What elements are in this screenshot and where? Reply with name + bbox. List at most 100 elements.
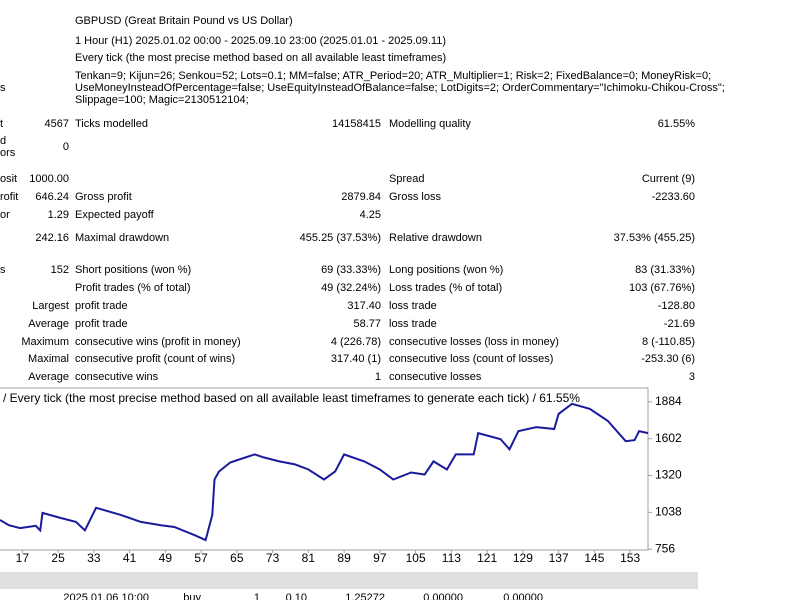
stat-value: 646.24: [35, 191, 69, 203]
stat-label: Modelling quality: [389, 118, 471, 130]
x-tick-label: 145: [584, 551, 604, 565]
x-tick-label: 73: [266, 551, 280, 565]
plot-area: [0, 387, 649, 551]
x-tick-label: 113: [442, 551, 461, 565]
stat-value: 242.16: [35, 232, 69, 244]
x-tick-label: 25: [51, 551, 65, 565]
table-cell: 0.00000: [503, 592, 543, 600]
stat-value: 152: [50, 264, 69, 276]
stat-label: loss trade: [389, 300, 437, 312]
stat-label: consecutive wins (profit in money): [75, 336, 241, 348]
stat-label: osit: [0, 173, 18, 185]
table-cell: 0.10: [285, 592, 307, 600]
stat-value: 1.29: [47, 209, 69, 221]
table-cell: 2025.01.06 10:00: [63, 592, 149, 600]
stat-label: t: [0, 118, 4, 130]
balance-line: [0, 402, 649, 542]
stat-label: s: [0, 264, 6, 276]
parameters: Tenkan=9; Kijun=26; Senkou=52; Lots=0.1;…: [75, 70, 712, 82]
stat-value: -2233.60: [651, 191, 695, 203]
stat-value: 37.53% (455.25): [613, 232, 695, 244]
period: 1 Hour (H1) 2025.01.02 00:00 - 2025.09.1…: [75, 35, 447, 47]
row-label: s: [0, 82, 6, 94]
stat-label: Long positions (won %): [389, 264, 504, 276]
stat-label: Expected payoff: [75, 209, 154, 221]
stat-label: Profit trades (% of total): [75, 282, 191, 294]
x-tick-label: 97: [373, 551, 387, 565]
table-header-bg: [0, 572, 698, 589]
stat-value: 0: [62, 141, 69, 153]
table-cell: buy: [183, 592, 201, 600]
x-tick-label: 41: [123, 551, 137, 565]
x-tick-label: 33: [87, 551, 101, 565]
stat-value: 8 (-110.85): [642, 336, 695, 348]
stat-label: Short positions (won %): [75, 264, 192, 276]
parameters: Slippage=100; Magic=2130512104;: [75, 94, 249, 106]
stat-value: 83 (31.33%): [635, 264, 695, 276]
stat-value: 2879.84: [341, 191, 381, 203]
stat-label: loss trade: [389, 318, 437, 330]
stat-value: 4567: [44, 118, 69, 130]
stat-value: 4.25: [359, 209, 381, 221]
stat-label: Maximal drawdown: [75, 232, 170, 244]
stat-label: profit trade: [75, 318, 128, 330]
stat-value: 58.77: [353, 318, 381, 330]
stat-value: 14158415: [332, 118, 381, 130]
stat-label: Gross loss: [389, 191, 441, 203]
stat-label: or: [0, 209, 10, 221]
stat-value: Average: [28, 318, 69, 330]
stat-value: 103 (67.76%): [628, 282, 695, 294]
stat-value: 1000.00: [29, 173, 69, 185]
symbol: GBPUSD (Great Britain Pound vs US Dollar…: [75, 15, 293, 27]
x-tick-label: 137: [549, 551, 569, 565]
y-tick-label: 1602: [655, 431, 682, 445]
y-tick-label: 756: [655, 541, 675, 555]
stat-value: Average: [28, 371, 69, 383]
table-cell: 1: [253, 592, 260, 600]
model: Every tick (the most precise method base…: [75, 52, 447, 64]
stat-label: Loss trades (% of total): [389, 282, 503, 294]
stat-label: d ors: [0, 135, 16, 159]
stat-value: 61.55%: [657, 118, 695, 130]
x-tick-label: 89: [337, 551, 351, 565]
x-tick-label: 49: [159, 551, 173, 565]
x-tick-label: 129: [513, 551, 533, 565]
stat-label: Relative drawdown: [389, 232, 482, 244]
x-tick-label: 65: [230, 551, 244, 565]
y-tick-label: 1884: [655, 394, 682, 408]
stat-label: consecutive losses (loss in money): [389, 336, 559, 348]
stat-value: 317.40 (1): [330, 353, 381, 365]
stat-value: 3: [688, 371, 695, 383]
stat-value: 455.25 (37.53%): [299, 232, 381, 244]
stat-value: 4 (226.78): [330, 336, 381, 348]
stat-value: -253.30 (6): [641, 353, 695, 365]
x-tick-label: 121: [477, 551, 497, 565]
stat-label: consecutive wins: [75, 371, 159, 383]
x-tick-label: 153: [620, 551, 640, 565]
stat-value: 1: [374, 371, 381, 383]
table-cell: 1.25272: [345, 592, 385, 600]
stat-label: rofit: [0, 191, 19, 203]
x-tick-label: 81: [302, 551, 316, 565]
stat-value: 317.40: [347, 300, 381, 312]
stat-label: Gross profit: [75, 191, 132, 203]
chart-title: / Every tick (the most precise method ba…: [3, 391, 580, 405]
x-tick-label: 57: [194, 551, 208, 565]
stat-label: consecutive losses: [389, 371, 482, 383]
stat-label: profit trade: [75, 300, 128, 312]
stat-value: -128.80: [657, 300, 695, 312]
stat-label: consecutive profit (count of wins): [75, 353, 236, 365]
table-cell: 0.00000: [423, 592, 463, 600]
parameters: UseMoneyInsteadOfPercentage=false; UseEq…: [75, 82, 725, 94]
x-tick-label: 105: [406, 551, 426, 565]
stat-label: consecutive loss (count of losses): [389, 353, 554, 365]
stat-value: Maximal: [28, 353, 69, 365]
stat-label: Ticks modelled: [75, 118, 148, 130]
x-tick-label: 17: [16, 551, 30, 565]
y-tick-label: 1038: [655, 505, 682, 519]
stat-label: Spread: [389, 173, 425, 185]
stat-value: Current (9): [641, 173, 695, 185]
stat-value: Largest: [32, 300, 69, 312]
